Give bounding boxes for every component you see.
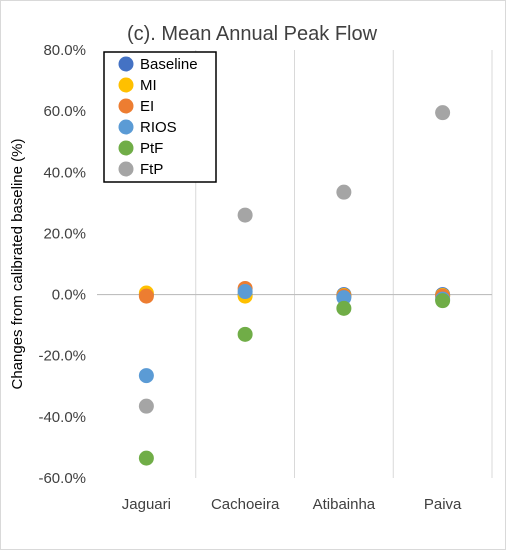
- legend-marker-ei: [118, 98, 134, 114]
- legend-marker-ptf: [118, 140, 134, 156]
- point-rios-atibainha: [336, 290, 352, 306]
- y-tick-label: -60.0%: [38, 470, 86, 487]
- legend-label-mi: MI: [140, 77, 157, 94]
- data-points: [138, 105, 451, 466]
- legend-box: [103, 51, 217, 183]
- x-tick-label-jaguari: Jaguari: [122, 496, 171, 513]
- point-ei-jaguari: [138, 288, 154, 304]
- legend-label-baseline: Baseline: [140, 56, 198, 73]
- y-tick-label: 60.0%: [43, 103, 86, 120]
- point-ptf-atibainha: [336, 300, 352, 316]
- legend: Baseline MI EI RIOS PtF FtP: [103, 51, 217, 183]
- legend-label-ptf: PtF: [140, 140, 163, 157]
- y-tick-label: -40.0%: [38, 409, 86, 426]
- y-tick-label: 0.0%: [52, 287, 86, 304]
- legend-label-ei: EI: [140, 98, 154, 115]
- legend-marker-baseline: [118, 56, 134, 72]
- x-axis-ticks: Jaguari Cachoeira Atibainha Paiva: [122, 496, 462, 513]
- point-ftp-cachoeira: [237, 207, 253, 223]
- legend-marker-ftp: [118, 161, 134, 177]
- legend-marker-mi: [118, 77, 134, 93]
- y-tick-label: 20.0%: [43, 225, 86, 242]
- point-rios-cachoeira: [237, 284, 253, 300]
- y-tick-label: -20.0%: [38, 348, 86, 365]
- point-ptf-paiva: [435, 293, 451, 309]
- legend-marker-rios: [118, 119, 134, 135]
- y-tick-label: 80.0%: [43, 42, 86, 59]
- point-ftp-paiva: [435, 105, 451, 121]
- point-ftp-atibainha: [336, 184, 352, 200]
- x-tick-label-cachoeira: Cachoeira: [211, 496, 280, 513]
- x-tick-label-atibainha: Atibainha: [313, 496, 376, 513]
- chart-title: (c). Mean Annual Peak Flow: [127, 23, 378, 45]
- legend-label-ftp: FtP: [140, 161, 163, 178]
- point-ptf-cachoeira: [237, 326, 253, 342]
- y-tick-label: 40.0%: [43, 164, 86, 181]
- point-ftp-jaguari: [138, 398, 154, 414]
- point-rios-jaguari: [138, 368, 154, 384]
- point-ptf-jaguari: [138, 450, 154, 466]
- legend-label-rios: RIOS: [140, 119, 177, 136]
- x-tick-label-paiva: Paiva: [424, 496, 462, 513]
- y-axis-ticks: 80.0% 60.0% 40.0% 20.0% 0.0% -20.0% -40.0% -60.…: [38, 42, 86, 487]
- y-axis-label: Changes from calibrated baseline (%): [9, 139, 26, 390]
